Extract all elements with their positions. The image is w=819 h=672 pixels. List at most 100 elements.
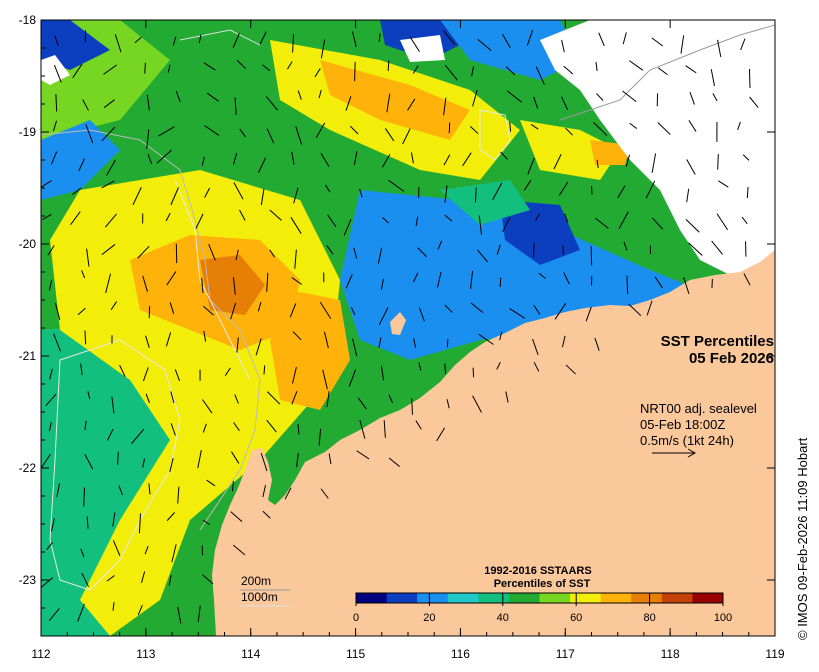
current-vector (46, 542, 54, 551)
current-vector (535, 66, 545, 85)
current-vector (596, 159, 599, 169)
current-vector (436, 427, 446, 442)
current-vector (80, 363, 83, 376)
current-vector (595, 61, 598, 71)
current-vector (474, 187, 477, 203)
current-vector (168, 574, 172, 586)
current-vector (437, 240, 443, 250)
current-vector (378, 337, 382, 348)
current-vector (594, 217, 609, 229)
colorbar-swatch (508, 593, 540, 603)
y-tick-label: -22 (19, 461, 37, 475)
current-vector (203, 305, 214, 316)
current-vector (232, 276, 236, 295)
current-vector (289, 303, 297, 318)
nodata-patch-north (400, 35, 445, 62)
colorbar-swatch (661, 593, 693, 603)
current-vector (470, 126, 479, 135)
current-vector (259, 31, 267, 45)
current-vector (235, 249, 239, 261)
current-vector (657, 122, 671, 135)
current-vector (444, 64, 458, 81)
current-vector (377, 247, 383, 264)
current-vector (418, 362, 422, 371)
current-vector (49, 368, 53, 380)
current-vector (45, 393, 57, 407)
current-vector (462, 152, 472, 167)
current-vector (106, 159, 116, 176)
colorbar-swatch (356, 593, 388, 603)
current-vector (319, 301, 332, 319)
current-vector (378, 33, 381, 42)
current-vector (617, 185, 626, 199)
current-vector (201, 399, 213, 414)
current-vector (538, 272, 546, 279)
sst-field (41, 20, 775, 636)
current-vector (444, 363, 447, 374)
current-vector (103, 64, 117, 75)
current-vector (112, 540, 121, 557)
current-vector (111, 396, 115, 414)
current-vector (686, 159, 696, 175)
current-vector (683, 277, 690, 295)
current-vector (106, 428, 114, 441)
nodata-region-northeast (540, 20, 775, 280)
current-vector (500, 151, 508, 160)
sst-region-darkblue-coastal (500, 200, 580, 265)
currents-time: 05-Feb 18:00Z (640, 417, 725, 432)
current-vector (509, 308, 526, 319)
current-vector (533, 362, 540, 372)
current-vector (48, 279, 53, 291)
current-vector (505, 391, 509, 403)
island (390, 312, 406, 335)
colorbar-tick-label: 100 (714, 612, 732, 624)
contour-1000m-ring (479, 109, 511, 161)
current-vector (269, 249, 275, 258)
current-vector (496, 244, 501, 255)
current-vector (711, 240, 723, 255)
current-vector (413, 338, 417, 348)
current-vector (564, 213, 569, 223)
currents-scale-text: 0.5m/s (1kt 24h) (640, 433, 734, 448)
current-vector (224, 367, 231, 376)
current-vectors (41, 30, 759, 624)
current-vector (688, 242, 703, 256)
x-tick-label: 113 (136, 647, 155, 661)
x-tick-label: 115 (346, 647, 365, 661)
current-vector (629, 122, 638, 129)
current-vector (144, 62, 146, 74)
current-vector (554, 303, 567, 320)
current-vector (56, 483, 61, 498)
current-vector (239, 128, 247, 138)
current-vector (233, 182, 244, 200)
current-vector (345, 274, 353, 289)
contour-1000m-west (49, 339, 181, 591)
current-vector (85, 124, 94, 144)
current-vector (291, 391, 298, 405)
current-vector (201, 156, 205, 166)
current-vector (558, 181, 569, 196)
colorbar-swatch (386, 593, 418, 603)
current-vector (83, 487, 86, 507)
y-tick-label: -19 (19, 125, 37, 139)
current-vector (231, 480, 234, 492)
current-vector (594, 337, 600, 351)
current-vector (622, 32, 627, 45)
currents-source: NRT00 adj. sealevel (640, 401, 757, 416)
current-vector (72, 63, 83, 79)
y-tick-label: -21 (19, 349, 37, 363)
current-vector (323, 331, 329, 349)
current-vector (352, 338, 358, 357)
current-vector (563, 272, 570, 285)
current-vector (472, 395, 482, 413)
current-vector (258, 157, 267, 173)
current-vector (54, 303, 61, 321)
current-vector (297, 90, 302, 100)
current-vector (651, 37, 663, 47)
contour-1000m-north (179, 29, 261, 46)
current-vector (585, 306, 592, 322)
current-vector (409, 36, 420, 52)
current-vector (236, 59, 246, 69)
current-vector (382, 217, 389, 224)
current-vector (174, 369, 181, 382)
